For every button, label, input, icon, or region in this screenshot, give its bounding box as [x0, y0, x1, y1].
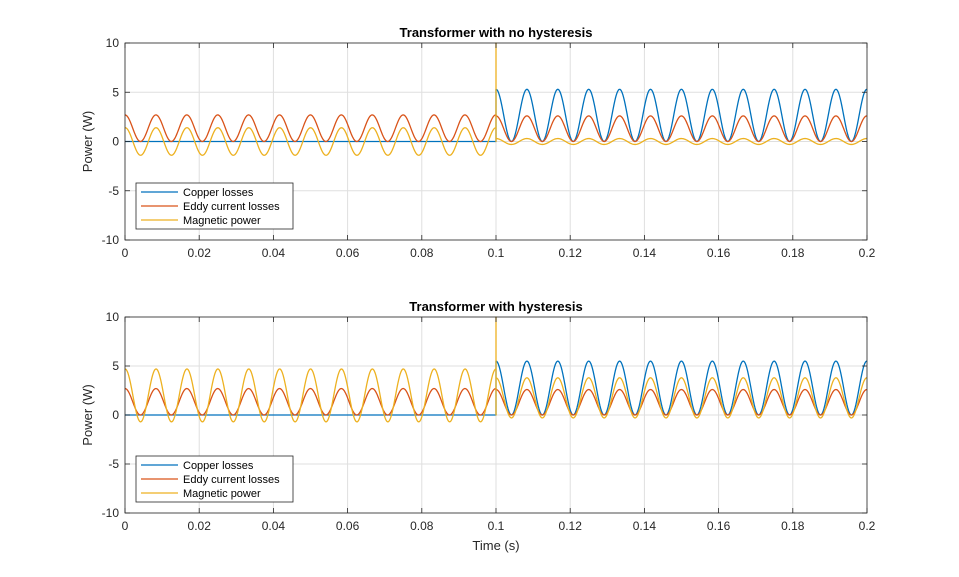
x-tick-label: 0.02: [188, 246, 212, 260]
legend-entry: Copper losses: [183, 460, 254, 472]
x-axis-label: Time (s): [472, 538, 519, 553]
x-tick-label: 0.08: [410, 246, 434, 260]
x-tick-label: 0.12: [559, 246, 583, 260]
chart-title: Transformer with hysteresis: [409, 299, 582, 314]
y-tick-label: 0: [112, 135, 119, 149]
series-line-3: [124, 42, 868, 156]
x-tick-label: 0.14: [633, 246, 657, 260]
legend: Copper losses Eddy current losses Magnetic…: [135, 182, 294, 230]
chart-title: Transformer with no hysteresis: [400, 25, 593, 40]
legend: Copper losses Eddy current losses Magnetic…: [135, 455, 294, 503]
y-tick-label: 10: [106, 36, 120, 50]
x-tick-label: 0.06: [336, 246, 360, 260]
legend-entry: Magnetic power: [183, 488, 261, 500]
y-axis-label: Power (W): [80, 111, 95, 172]
series-group: [124, 42, 868, 156]
x-tick-label: 0.2: [859, 246, 876, 260]
x-tick-label: 0.06: [336, 519, 360, 533]
y-tick-label: 0: [112, 408, 119, 422]
y-tick-label: -5: [108, 457, 119, 471]
chart-1: 0 0.02 0.04 0.06 0.08 0.1 0.12 0.14 0.16 0.18 0.2 -…: [80, 25, 876, 260]
x-tick-label: 0.04: [262, 519, 286, 533]
x-tick-label: 0.04: [262, 246, 286, 260]
legend-entry: Copper losses: [183, 187, 254, 199]
legend-entry: Eddy current losses: [183, 474, 280, 486]
y-tick-label: -10: [102, 506, 120, 520]
legend-entry: Eddy current losses: [183, 201, 280, 213]
x-tick-label: 0.18: [781, 246, 805, 260]
y-tick-label: -5: [108, 184, 119, 198]
y-tick-label: 10: [106, 310, 120, 324]
x-tick-label: 0.18: [781, 519, 805, 533]
x-tick-label: 0.12: [559, 519, 583, 533]
x-tick-label: 0: [122, 519, 129, 533]
series-group: [124, 316, 868, 423]
y-tick-label: 5: [112, 85, 119, 99]
x-tick-label: 0: [122, 246, 129, 260]
y-tick-label: -10: [102, 233, 120, 247]
x-tick-label: 0.2: [859, 519, 876, 533]
x-tick-label: 0.02: [188, 519, 212, 533]
y-axis-label: Power (W): [80, 384, 95, 445]
x-tick-label: 0.1: [488, 246, 505, 260]
series-line-3: [124, 316, 868, 423]
x-tick-label: 0.16: [707, 246, 731, 260]
x-tick-label: 0.16: [707, 519, 731, 533]
x-tick-label: 0.1: [488, 519, 505, 533]
chart-2: 0 0.02 0.04 0.06 0.08 0.1 0.12 0.14 0.16 0.18 0.2 -…: [80, 299, 876, 553]
x-tick-label: 0.14: [633, 519, 657, 533]
x-tick-label: 0.08: [410, 519, 434, 533]
y-tick-label: 5: [112, 359, 119, 373]
legend-entry: Magnetic power: [183, 215, 261, 227]
